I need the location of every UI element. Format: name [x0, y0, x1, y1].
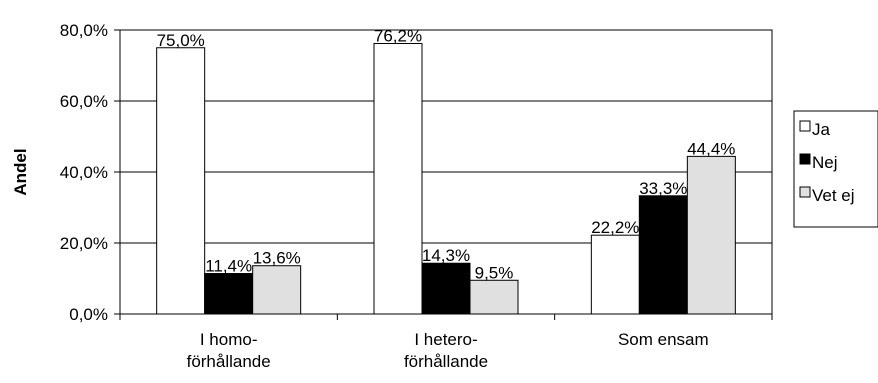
bar-nej	[421, 262, 471, 315]
y-axis-label: Andel	[11, 148, 30, 195]
legend-label: Vet ej	[812, 186, 855, 205]
x-category-label: Som ensam	[618, 330, 709, 349]
y-tick-label: 0,0%	[69, 305, 108, 324]
data-label: 14,3%	[422, 246, 470, 265]
y-tick-label: 80,0%	[60, 21, 108, 40]
bar-vet-ej	[469, 279, 519, 315]
x-category-label: I homo-	[200, 330, 258, 349]
legend-swatch-ja	[799, 120, 811, 132]
x-category-label: förhållande	[404, 352, 488, 371]
y-tick-label: 60,0%	[60, 92, 108, 111]
bar-nej	[638, 195, 688, 315]
legend-label: Ja	[812, 120, 831, 139]
x-category-label: förhållande	[187, 352, 271, 371]
data-label: 33,3%	[639, 179, 687, 198]
y-tick-label: 20,0%	[60, 234, 108, 253]
data-labels: 75,0% 11,4% 13,6% 76,2% 14,3% 9,5% 22,2% 33,3% 4…	[157, 26, 736, 282]
bar-vet-ej	[686, 155, 736, 315]
bar-ja	[590, 234, 640, 315]
data-label: 13,6%	[253, 249, 301, 268]
legend-swatch-nej	[799, 153, 811, 165]
bar-ja	[373, 42, 423, 315]
data-label: 75,0%	[157, 31, 205, 50]
bar-vet-ej	[252, 265, 302, 315]
bars	[156, 42, 736, 315]
data-label: 22,2%	[591, 218, 639, 237]
x-category-label: I hetero-	[414, 330, 477, 349]
legend-swatch-vet-ej	[799, 186, 811, 198]
data-label: 11,4%	[205, 257, 252, 276]
data-label: 9,5%	[475, 263, 514, 282]
y-tick-label: 40,0%	[60, 163, 108, 182]
bar-nej	[204, 273, 254, 315]
data-label: 44,4%	[687, 139, 735, 158]
legend-label: Nej	[812, 153, 838, 172]
bar-ja	[156, 47, 206, 315]
data-label: 76,2%	[374, 26, 422, 45]
legend: Ja Nej Vet ej	[793, 110, 878, 228]
axes: 0,0% 20,0% 40,0% 60,0% 80,0% I homo-förhållan…	[60, 21, 773, 371]
